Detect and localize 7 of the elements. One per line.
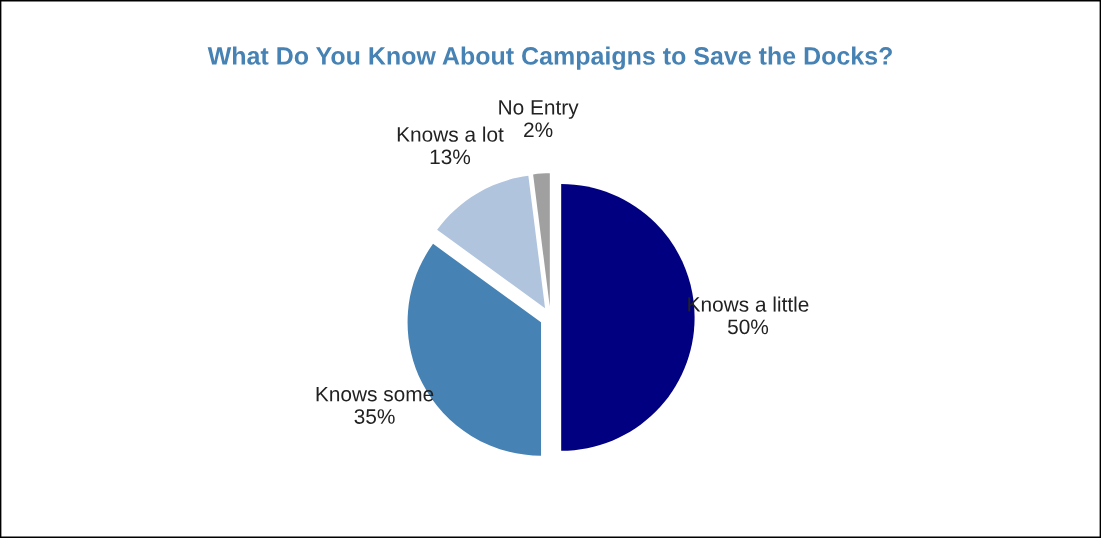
slice-label: Knows a lot <box>397 126 504 142</box>
slice-label: No Entry <box>499 100 579 119</box>
data-label: 35% <box>354 409 395 424</box>
data-label: 50% <box>727 319 769 335</box>
data-label: 2% <box>524 122 553 138</box>
chart-title: What Do You Know About Campaigns to Save the Docks? <box>207 46 892 70</box>
data-label: 13% <box>430 149 471 165</box>
